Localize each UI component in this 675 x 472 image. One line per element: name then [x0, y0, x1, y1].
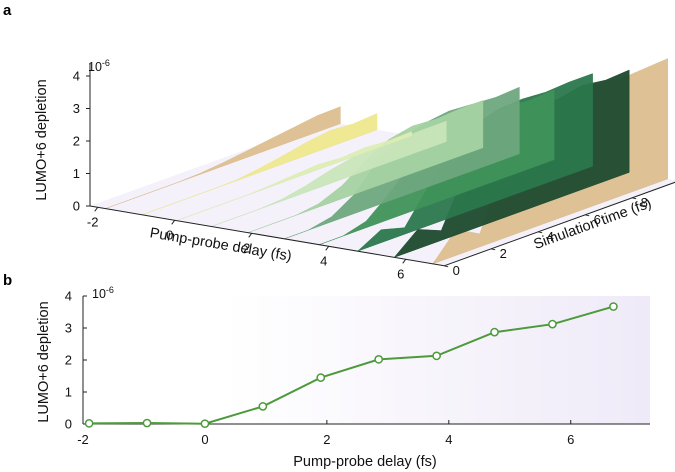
- z-tick-mark-a: [444, 265, 449, 268]
- x-tick-mark-a: [325, 246, 330, 251]
- z-axis-line-a: [444, 181, 675, 267]
- y-tick-label-a: 2: [73, 134, 80, 149]
- panel-a-letter: a: [3, 2, 12, 19]
- x-tick-label-a: 0: [166, 227, 173, 242]
- x-tick-label-b: 0: [201, 432, 208, 447]
- x-tick-label-a: 4: [320, 253, 327, 268]
- depletion-series-line: [89, 305, 614, 425]
- y-tick-label-a: 4: [73, 69, 80, 84]
- x-axis-line-a: [89, 205, 445, 267]
- data-point-8: [548, 319, 557, 329]
- ridge-series-0: [105, 106, 341, 209]
- ridge-series-group: [105, 58, 668, 265]
- x-tick-label-b: 6: [567, 432, 574, 447]
- data-point-9: [609, 302, 618, 311]
- x-tick-labels-b: -2 0 2 4 6: [77, 432, 574, 447]
- x-axis-label-b: Pump-probe delay (fs): [293, 454, 436, 470]
- plot-background-b: [83, 296, 650, 424]
- x-tick-labels-a: -2 0 2 4 6: [87, 214, 404, 281]
- x-tick-mark-a: [402, 258, 407, 264]
- ridge-series-1: [141, 113, 378, 216]
- ridge-series-2: [176, 131, 412, 221]
- x-tick-label-a: -2: [87, 214, 99, 229]
- ridge-series-3: [211, 120, 447, 227]
- data-point-7: [490, 327, 499, 337]
- data-point-4: [316, 373, 326, 382]
- depletion-data-points: [84, 302, 618, 429]
- x-tick-mark-a: [171, 220, 176, 225]
- x-tick-mark-a: [248, 233, 253, 238]
- y-axis-label-a: LUMO+6 depletion: [34, 79, 50, 200]
- x-tick-label-b: 4: [445, 432, 452, 447]
- x-tick-mark-a: [94, 207, 99, 212]
- exponent-label-a: 10-6: [88, 58, 110, 74]
- z-tick-label-a: 4: [547, 229, 554, 244]
- y-tick-label-b: 3: [65, 321, 72, 336]
- y-tick-label-b: 1: [65, 385, 72, 400]
- axes-a: [86, 63, 675, 268]
- data-point-3: [258, 402, 268, 411]
- z-tick-label-a: 2: [500, 246, 507, 261]
- z-tick-mark-a: [491, 248, 496, 251]
- data-point-5: [374, 355, 384, 364]
- y-axis-label-b: LUMO+6 depletion: [36, 301, 52, 422]
- y-tick-label-b: 2: [65, 353, 72, 368]
- z-tick-mark-a: [632, 197, 637, 200]
- z-tick-mark-a: [585, 214, 590, 217]
- data-point-0: [84, 419, 94, 428]
- data-point-6: [432, 351, 441, 361]
- x-tick-label-b: 2: [323, 432, 330, 447]
- y-tick-label-a: 0: [73, 199, 80, 214]
- z-tick-mark-a: [538, 231, 543, 234]
- y-tick-label-b: 4: [65, 289, 72, 304]
- y-tick-label-a: 1: [73, 166, 80, 181]
- x-tick-label-a: 6: [397, 266, 404, 281]
- x-tick-label-b: -2: [77, 432, 89, 447]
- y-tick-label-b: 0: [65, 417, 72, 432]
- y-tick-labels-b: 0 1 2 3 4: [65, 289, 72, 432]
- y-tick-labels-a: 0 1 2 3 4: [73, 69, 80, 214]
- panel-b-letter: b: [3, 272, 12, 289]
- data-point-2: [200, 419, 210, 429]
- z-tick-label-a: 6: [594, 212, 601, 227]
- x-tick-label-a: 2: [243, 240, 250, 255]
- y-tick-label-a: 3: [73, 101, 80, 116]
- z-tick-label-a: 0: [453, 263, 460, 278]
- data-point-1: [142, 418, 152, 428]
- z-tick-label-a: 8: [641, 195, 648, 210]
